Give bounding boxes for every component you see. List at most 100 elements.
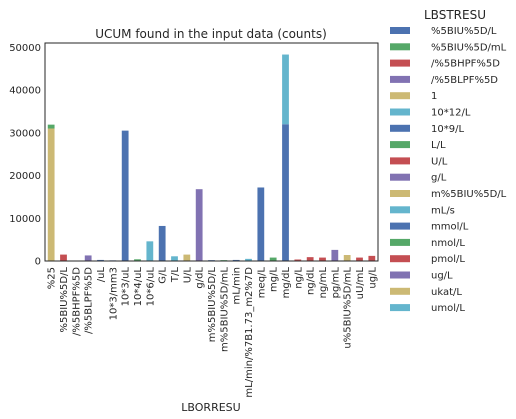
legend-swatch: [390, 92, 410, 100]
x-tick-label: g/dL: [195, 267, 206, 289]
legend-swatch: [390, 75, 410, 83]
x-axis: %25 %5BIU%5D/L/%5BHPF%5D/%5BLPF%5D/uL 10*3…: [47, 267, 379, 398]
legend-swatch: [390, 124, 410, 132]
bar-25-o: [356, 257, 363, 261]
bar-21-14: [306, 257, 314, 261]
bar-11-16: [183, 254, 191, 261]
bar-22-o: [319, 257, 326, 261]
x-tick-label: ng/mL: [318, 267, 329, 299]
legend-label: umol/L: [431, 303, 465, 314]
legend-swatch: [390, 59, 410, 67]
x-tick-label: mg/dL: [281, 267, 292, 299]
legend-swatch: [390, 173, 410, 181]
x-tick-label: %25: [47, 267, 58, 289]
bar-0-4: [47, 128, 55, 261]
legend-swatch: [390, 304, 410, 312]
plot-frame: [44, 42, 379, 262]
x-tick-label: uU/mL: [355, 267, 366, 300]
bar-0-7: [47, 124, 55, 129]
x-tick-label: /uL: [96, 267, 107, 283]
x-tick-label: 10*6/uL: [145, 267, 156, 307]
x-tick-label: 10*3/uL: [121, 267, 132, 307]
legend-label: g/L: [431, 173, 447, 184]
bar-20-o: [294, 259, 302, 261]
legend-label: %5BIU%5D/mL: [431, 42, 507, 53]
legend-swatch: [390, 108, 410, 116]
bar-19-17: [282, 54, 289, 125]
legend-label: L/L: [431, 140, 446, 151]
legend-label: 10*9/L: [431, 124, 464, 135]
legend-label: pmol/L: [431, 254, 465, 265]
x-axis-label: LBORRESU: [181, 401, 240, 414]
chart-title: UCUM found in the input data (counts): [95, 27, 327, 41]
bar-6-6: [121, 130, 129, 261]
x-tick-label: U/L: [182, 267, 193, 284]
x-tick-label: T/L: [170, 267, 181, 283]
bar-8-17: [146, 241, 154, 261]
x-tick-label: ng/L: [293, 267, 304, 289]
x-tick-label: mg/L: [269, 267, 280, 292]
y-tick-label: 10000: [9, 214, 41, 225]
x-tick-label: 10*3/mm3: [108, 267, 119, 320]
x-tick-label: /%5BLPF%5D: [84, 267, 95, 334]
legend-label: ukat/L: [431, 287, 462, 298]
legend-title: LBSTRESU: [424, 8, 486, 22]
legend-swatch: [390, 271, 410, 279]
legend-swatch: [390, 287, 410, 295]
legend-swatch: [390, 141, 410, 149]
bar-16-o: [245, 258, 252, 261]
legend-swatch: [390, 157, 410, 165]
legend-label: m%5BIU%5D/L: [431, 189, 507, 200]
bar-9-6: [158, 225, 166, 261]
x-tick-label: G/L: [158, 267, 169, 284]
y-tick-label: 40000: [9, 86, 41, 97]
x-tick-label: m%5BIU%5D/L: [207, 267, 218, 343]
bar-3-3: [84, 255, 92, 261]
legend-label: /%5BLPF%5D: [431, 75, 498, 86]
legend-label: %5BIU%5D/L: [431, 26, 497, 37]
bar-17-12: [257, 187, 265, 261]
legend-label: U/L: [431, 156, 448, 167]
legend-swatch: [390, 255, 410, 263]
x-tick-label: mL/min/%7B1.73_m2%7D: [244, 267, 255, 398]
bar-7-o: [134, 259, 141, 261]
legend-label: nmol/L: [431, 238, 465, 249]
legend-swatch: [390, 190, 410, 197]
bar-12-9: [195, 189, 203, 261]
legend-swatch: [390, 27, 410, 34]
legend-label: 1: [431, 91, 437, 102]
legend-swatch: [390, 222, 410, 230]
x-tick-label: u%5BIU%5D/mL: [343, 267, 354, 349]
legend-label: /%5BHPF%5D: [431, 59, 500, 70]
legend-label: 10*12/L: [431, 108, 471, 119]
x-tick-label: pg/mL: [330, 267, 341, 299]
legend-swatch: [390, 238, 410, 246]
x-tick-label: 10*4/uL: [133, 267, 144, 307]
y-tick-label: 50000: [9, 43, 41, 54]
bar-24-16: [343, 255, 351, 261]
bar-23-15: [331, 249, 339, 261]
legend-label: ug/L: [431, 271, 453, 282]
x-tick-label: mL/min: [232, 267, 243, 305]
x-tick-label: ng/dL: [306, 267, 317, 295]
plot-area: [47, 54, 376, 261]
bar-1-2: [60, 254, 67, 261]
y-axis: 0 10000 20000 30000 40000 50000: [9, 43, 41, 268]
bar-15-o: [232, 259, 240, 261]
legend-label: mL/s: [431, 205, 455, 216]
bar-19-12: [282, 124, 289, 261]
legend: LBSTRESU %5BIU%5D/L %5BIU%5D/mL /%5BHPF%5D…: [390, 8, 507, 314]
x-tick-label: /%5BHPF%5D: [71, 267, 82, 336]
bar-18-13: [269, 257, 277, 261]
bar-10-5: [171, 256, 178, 261]
legend-label: mmol/L: [431, 222, 469, 233]
legend-swatch: [390, 206, 410, 214]
y-tick-label: 30000: [9, 128, 41, 139]
y-tick-label: 20000: [9, 171, 41, 182]
bar-4-o: [97, 259, 104, 261]
x-tick-label: meq/L: [256, 267, 267, 299]
bar-26-14: [368, 255, 376, 261]
legend-swatch: [390, 43, 410, 51]
y-tick-label: 0: [35, 257, 41, 268]
